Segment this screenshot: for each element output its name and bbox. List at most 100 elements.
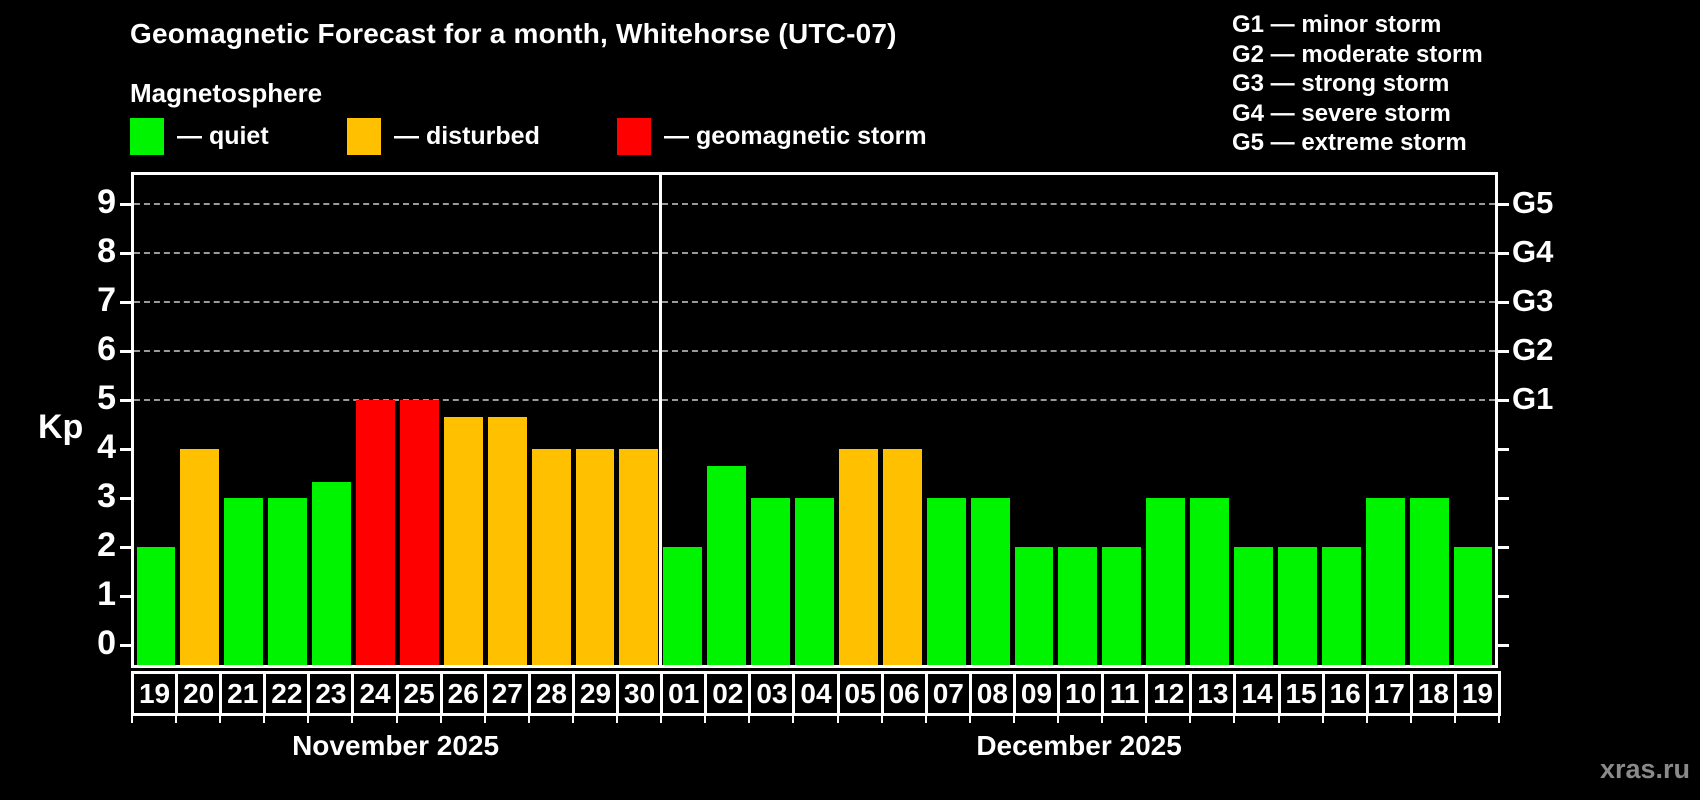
bottom-tick [1453, 716, 1456, 723]
bottom-tick [792, 716, 795, 723]
g-scale-legend-line: G1 — minor storm [1232, 11, 1442, 38]
day-label-03: 03 [748, 671, 796, 716]
kp-bar-day-02 [707, 465, 747, 665]
day-label-06: 06 [880, 671, 928, 716]
g-scale-legend-line: G5 — extreme storm [1232, 129, 1467, 157]
bottom-tick [571, 716, 574, 723]
day-label-20: 20 [175, 671, 223, 716]
bottom-tick [1189, 716, 1192, 723]
bottom-tick [616, 716, 619, 723]
page-title: Geomagnetic Forecast for a month, Whiteh… [130, 18, 897, 49]
bottom-tick [1409, 716, 1412, 723]
g-axis-tick-8 [1498, 251, 1509, 255]
g-scale-legend-line: G2 — moderate storm [1232, 40, 1483, 68]
kp-tick-label-1: 1 [97, 575, 116, 614]
kp-tick-7 [120, 300, 131, 304]
magnetosphere-label: Magnetosphere [130, 78, 323, 108]
kp-tick-1 [120, 594, 131, 598]
bottom-tick [483, 716, 486, 723]
kp-bar-day-17 [1365, 498, 1405, 665]
day-label-08: 08 [968, 671, 1016, 716]
day-label-05: 05 [836, 671, 884, 716]
g-axis-tick-0 [1498, 643, 1509, 647]
kp-bar-day-08 [970, 498, 1010, 665]
g-axis-label-G2: G2 [1512, 332, 1554, 368]
kp-tick-label-9: 9 [97, 183, 116, 222]
bottom-tick [131, 716, 133, 723]
kp-bar-day-20 [180, 449, 220, 665]
bottom-tick [748, 716, 751, 723]
day-label-01: 01 [660, 671, 708, 716]
day-label-04: 04 [792, 671, 840, 716]
kp-tick-8 [120, 251, 131, 255]
kp-tick-label-5: 5 [97, 379, 116, 418]
day-label-12: 12 [1145, 671, 1193, 716]
g-axis-tick-3 [1498, 496, 1509, 500]
bottom-tick [527, 716, 530, 723]
kp-tick-3 [120, 496, 131, 500]
kp-bar-day-18 [1409, 498, 1449, 665]
bottom-tick [307, 716, 310, 723]
day-label-17: 17 [1365, 671, 1413, 716]
g-axis-tick-5 [1498, 398, 1509, 402]
kp-tick-label-3: 3 [97, 477, 116, 516]
disturbed-color-swatch-icon [347, 117, 381, 155]
g-scale-legend: G1 — minor storm G2 — moderate storm G3 — … [1232, 10, 1483, 158]
g-axis-label-G4: G4 [1512, 234, 1554, 270]
month-label: November 2025 [292, 730, 500, 761]
day-label-22: 22 [263, 671, 311, 716]
kp-bar-day-16 [1321, 547, 1361, 665]
kp-bar-day-10 [1058, 547, 1098, 665]
kp-axis-title: Kp [38, 408, 84, 446]
bottom-tick [1321, 716, 1324, 723]
kp-bar-day-30 [619, 449, 659, 665]
bottom-tick [968, 716, 971, 723]
bottom-tick [704, 716, 707, 723]
bottom-tick [439, 716, 442, 723]
gridline-kp7 [134, 301, 1495, 304]
bottom-tick [175, 716, 178, 723]
day-label-19: 19 [1453, 671, 1501, 716]
day-label-14: 14 [1233, 671, 1281, 716]
kp-bar-day-14 [1234, 547, 1273, 665]
kp-tick-label-8: 8 [97, 232, 116, 271]
day-label-02: 02 [704, 671, 752, 716]
bottom-tick [924, 716, 927, 723]
bottom-tick [1012, 716, 1015, 723]
gridline-kp6 [134, 350, 1495, 353]
legend-item-disturbed: — disturbed [347, 117, 540, 155]
legend-item-quiet: — quiet [130, 117, 269, 155]
day-label-11: 11 [1101, 671, 1149, 716]
kp-bar-day-21 [224, 498, 264, 665]
kp-bar-day-24 [356, 400, 395, 665]
gridline-kp9 [134, 203, 1495, 206]
kp-bar-day-23 [312, 482, 351, 665]
kp-tick-6 [120, 349, 131, 353]
kp-tick-label-6: 6 [97, 330, 116, 369]
bottom-tick [219, 716, 222, 723]
kp-bar-day-22 [268, 498, 308, 665]
day-label-07: 07 [924, 671, 972, 716]
legend-item-label: — quiet [177, 121, 269, 150]
month-label: December 2025 [976, 730, 1182, 761]
bottom-tick [880, 716, 883, 723]
bottom-tick [1365, 716, 1368, 723]
day-label-13: 13 [1189, 671, 1237, 716]
kp-bar-day-07 [926, 498, 966, 665]
day-label-24: 24 [351, 671, 399, 716]
g-axis-tick-1 [1498, 594, 1509, 598]
bottom-tick [1145, 716, 1148, 723]
gridline-kp5 [134, 399, 1495, 402]
kp-bar-day-11 [1102, 547, 1142, 665]
day-label-29: 29 [571, 671, 620, 716]
kp-tick-5 [120, 398, 131, 402]
bottom-tick [836, 716, 839, 723]
day-label-26: 26 [439, 671, 487, 716]
day-label-23: 23 [307, 671, 355, 716]
kp-bar-day-05 [838, 449, 878, 665]
legend-item-label: — disturbed [394, 121, 540, 150]
kp-bar-day-26 [443, 416, 483, 665]
legend-item-storm: — geomagnetic storm [617, 117, 927, 155]
day-label-30: 30 [616, 671, 664, 716]
legend-item-label: — geomagnetic storm [664, 121, 927, 150]
